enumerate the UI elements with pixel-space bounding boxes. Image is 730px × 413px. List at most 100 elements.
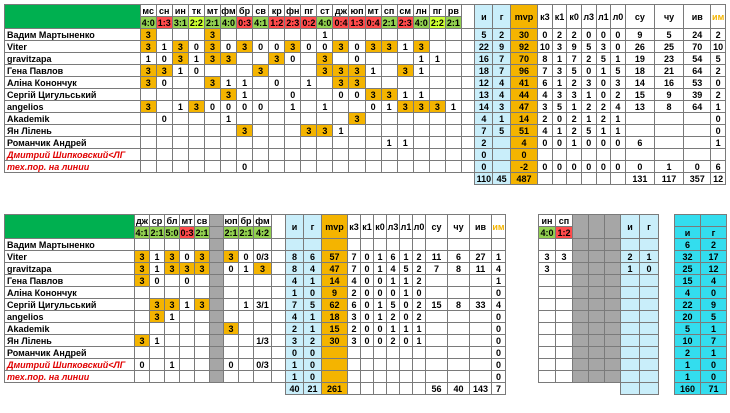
stat-cell: 1 bbox=[674, 358, 701, 371]
stat-cell: 2 bbox=[710, 28, 726, 41]
stat-cell bbox=[469, 322, 492, 335]
stat-cell: 1 bbox=[303, 322, 322, 335]
stat-cell: 4 bbox=[537, 124, 553, 137]
stat-cell bbox=[347, 358, 361, 371]
total-cell: 12 bbox=[710, 172, 726, 185]
match-cell bbox=[538, 322, 556, 335]
stat-cell: 2 bbox=[566, 28, 582, 41]
match-cell: 0 bbox=[219, 40, 238, 53]
total-cell bbox=[347, 382, 361, 395]
match-cell: 3 bbox=[380, 88, 398, 101]
stat-cell: 18 bbox=[624, 64, 655, 77]
stat-cell: 0 bbox=[595, 28, 612, 41]
match-cell bbox=[171, 28, 189, 41]
match-cell bbox=[139, 136, 157, 149]
stat-cell: 3 bbox=[537, 100, 553, 113]
match-cell bbox=[300, 100, 318, 113]
match-cell bbox=[209, 274, 224, 287]
blank-cell bbox=[180, 383, 195, 395]
stat-cell bbox=[620, 334, 640, 347]
stat-cell: 7 bbox=[347, 262, 361, 275]
stat-cell: 0 bbox=[580, 28, 597, 41]
stat-cell: 3 bbox=[551, 88, 568, 101]
total-cell bbox=[360, 382, 374, 395]
stat-cell bbox=[551, 148, 568, 161]
stat-cell bbox=[347, 346, 361, 359]
match-cell bbox=[428, 160, 446, 173]
match-cell bbox=[428, 88, 446, 101]
stat-cell: 0 bbox=[373, 322, 387, 335]
match-cell bbox=[149, 370, 165, 383]
stat-cell: 1 bbox=[373, 310, 387, 323]
stat-cell bbox=[469, 286, 492, 299]
stat-cell bbox=[386, 346, 400, 359]
blank-cell bbox=[445, 173, 461, 185]
match-cell bbox=[155, 124, 173, 137]
match-cell: 1 bbox=[412, 88, 430, 101]
spacer-cell bbox=[460, 136, 476, 149]
summary-stats-table: и г 6 2 32 17 25 12 15 4 4 0 22 9 20 5 5 1 10 7 2 1 1 0 1 0 160 71 bbox=[674, 214, 727, 395]
stat-cell: 2 bbox=[710, 88, 726, 101]
match-cell: 3 bbox=[316, 52, 334, 65]
blank-cell bbox=[253, 173, 269, 185]
spacer-cell bbox=[271, 298, 286, 311]
stat-cell: 2 bbox=[386, 334, 400, 347]
stat-cell bbox=[653, 124, 685, 137]
stat-cell: 1 bbox=[700, 346, 727, 359]
stat-cell bbox=[624, 124, 655, 137]
stat-cell: 0 bbox=[360, 334, 374, 347]
match-cell bbox=[412, 148, 430, 161]
stat-cell: 0 bbox=[710, 112, 726, 125]
blank-cell bbox=[572, 310, 589, 323]
spacer-cell bbox=[271, 274, 286, 287]
stat-cell bbox=[425, 322, 448, 335]
match-cell bbox=[316, 160, 334, 173]
total-cell bbox=[620, 382, 640, 395]
blank-cell bbox=[588, 214, 605, 239]
stat-cell: 0 bbox=[399, 334, 413, 347]
stat-cell: 70 bbox=[683, 40, 712, 53]
stat-cell: 0 bbox=[700, 286, 727, 299]
stat-cell: 1 bbox=[399, 250, 413, 263]
player-name: Akademik bbox=[4, 112, 141, 125]
stat-cell: 7 bbox=[425, 262, 448, 275]
match-cell: 0 bbox=[348, 40, 366, 53]
stat-cell: 16 bbox=[474, 52, 494, 65]
match-cell bbox=[139, 124, 157, 137]
stat-cell bbox=[610, 148, 626, 161]
match-cell: 1 bbox=[219, 112, 238, 125]
match-cell bbox=[253, 322, 272, 335]
spacer-cell bbox=[460, 40, 476, 53]
stat-cell: 33 bbox=[469, 298, 492, 311]
total-cell bbox=[412, 382, 426, 395]
stat-cell: 1 bbox=[710, 136, 726, 149]
stat-cell: 1 bbox=[674, 370, 701, 383]
stat-cell: 16 bbox=[653, 76, 685, 89]
match-header: фм bbox=[253, 214, 272, 227]
match-score: 2:1 bbox=[149, 226, 165, 239]
stat-cell: 30 bbox=[321, 334, 348, 347]
stat-cell: 0 bbox=[710, 124, 726, 137]
stat-cell: 30 bbox=[509, 28, 539, 41]
match-cell: 3 bbox=[139, 64, 157, 77]
blank-cell bbox=[254, 383, 272, 395]
stat-cell: 47 bbox=[321, 262, 348, 275]
match-score: 4:0 bbox=[538, 226, 556, 239]
match-cell: 3 bbox=[538, 250, 556, 263]
match-score: 4:0 bbox=[412, 16, 430, 29]
blank-cell bbox=[588, 274, 605, 287]
match-cell: 3 bbox=[194, 298, 210, 311]
stat-cell: 0 bbox=[610, 136, 626, 149]
stat-cell: 23 bbox=[653, 52, 685, 65]
match-cell: 3 bbox=[555, 250, 573, 263]
total-cell bbox=[551, 172, 568, 185]
match-cell bbox=[538, 274, 556, 287]
match-header: мс bbox=[139, 4, 157, 17]
match-cell bbox=[538, 334, 556, 347]
blank-cell bbox=[140, 173, 156, 185]
total-cell bbox=[373, 382, 387, 395]
stat-cell bbox=[639, 358, 659, 371]
stat-cell bbox=[360, 358, 374, 371]
match-cell bbox=[364, 136, 382, 149]
stat-cell bbox=[620, 310, 640, 323]
